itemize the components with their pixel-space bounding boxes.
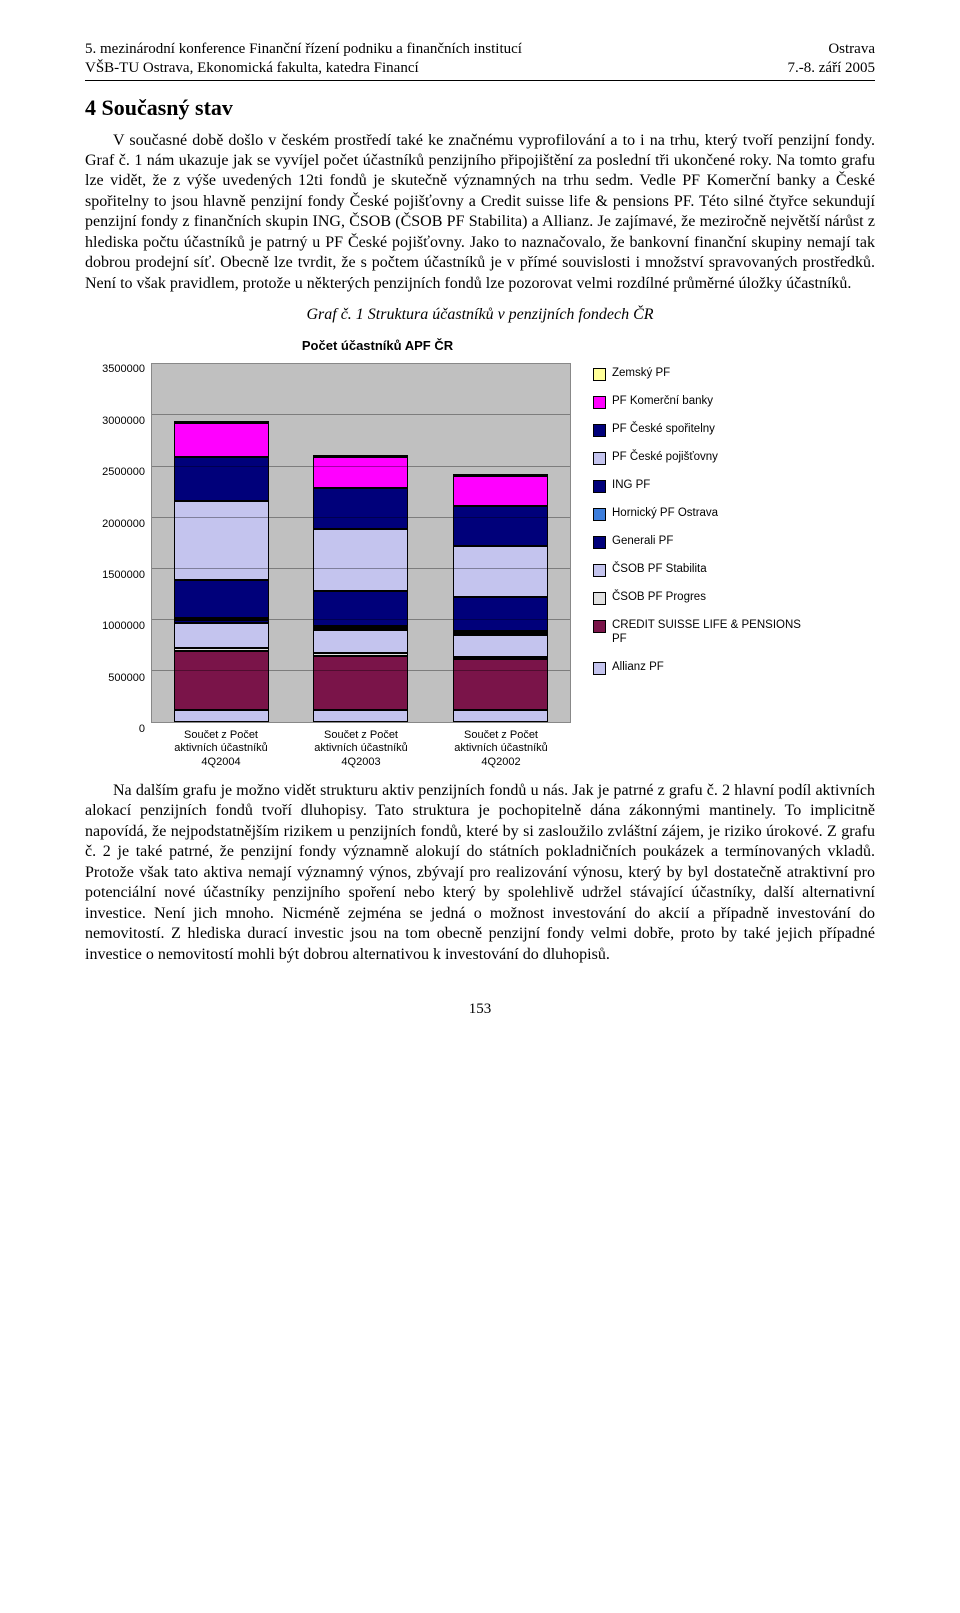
- chart-bars: [152, 364, 570, 722]
- seg-cs: [453, 506, 548, 546]
- legend-item-kb: PF Komerční banky: [593, 395, 803, 409]
- gridline: [152, 568, 570, 569]
- legend-item-csob_prog: ČSOB PF Progres: [593, 591, 803, 605]
- legend-swatch: [593, 452, 606, 465]
- chart-x-axis: Součet z Počet aktivních účastníků 4Q200…: [151, 729, 571, 769]
- chart-title: Počet účastníků APF ČR: [95, 338, 865, 353]
- legend-item-allianz: Allianz PF: [593, 661, 803, 675]
- gridline: [152, 619, 570, 620]
- legend-swatch: [593, 592, 606, 605]
- legend-label: Generali PF: [612, 535, 673, 549]
- legend-item-ing: ING PF: [593, 479, 803, 493]
- legend-swatch: [593, 480, 606, 493]
- legend-item-generali: Generali PF: [593, 535, 803, 549]
- page-header: 5. mezinárodní konference Finanční řízen…: [85, 40, 875, 78]
- legend-label: CREDIT SUISSE LIFE & PENSIONS PF: [612, 619, 803, 647]
- chart-stacked-bar: Počet účastníků APF ČR 05000001000000150…: [95, 338, 865, 769]
- gridline: [152, 670, 570, 671]
- legend-swatch: [593, 424, 606, 437]
- x-category: Součet z Počet aktivních účastníků 4Q200…: [444, 729, 559, 769]
- seg-csob_stab: [174, 623, 269, 648]
- paragraph-2: Na dalším grafu je možno vidět strukturu…: [85, 781, 875, 965]
- legend-swatch: [593, 508, 606, 521]
- legend-label: Allianz PF: [612, 661, 664, 675]
- chart-y-axis: 0500000100000015000002000000250000030000…: [95, 357, 151, 717]
- chart-plot-area: [151, 363, 571, 723]
- seg-credit: [313, 656, 408, 711]
- legend-label: PF Komerční banky: [612, 395, 713, 409]
- seg-allianz: [174, 710, 269, 722]
- seg-cpoj: [313, 529, 408, 591]
- seg-ing: [174, 580, 269, 618]
- seg-cs: [313, 488, 408, 529]
- seg-allianz: [313, 710, 408, 722]
- legend-swatch: [593, 620, 606, 633]
- legend-swatch: [593, 396, 606, 409]
- legend-item-credit: CREDIT SUISSE LIFE & PENSIONS PF: [593, 619, 803, 647]
- bar-4Q2003: [313, 455, 408, 722]
- gridline: [152, 414, 570, 415]
- legend-swatch: [593, 564, 606, 577]
- legend-swatch: [593, 662, 606, 675]
- gridline: [152, 466, 570, 467]
- seg-kb: [453, 476, 548, 506]
- x-category: Součet z Počet aktivních účastníků 4Q200…: [164, 729, 279, 769]
- legend-label: Hornický PF Ostrava: [612, 507, 718, 521]
- legend-label: ČSOB PF Stabilita: [612, 563, 707, 577]
- legend-item-zemsky: Zemský PF: [593, 367, 803, 381]
- legend-label: PF České spořitelny: [612, 423, 715, 437]
- seg-ing: [313, 591, 408, 626]
- seg-credit: [174, 651, 269, 711]
- seg-cpoj: [453, 546, 548, 597]
- legend-item-cpoj: PF České pojišťovny: [593, 451, 803, 465]
- seg-csob_stab: [313, 630, 408, 653]
- legend-label: ING PF: [612, 479, 650, 493]
- legend-item-csob_stab: ČSOB PF Stabilita: [593, 563, 803, 577]
- paragraph-1: V současné době došlo v českém prostředí…: [85, 131, 875, 295]
- legend-swatch: [593, 368, 606, 381]
- header-right-line2: 7.-8. září 2005: [788, 59, 875, 78]
- legend-label: Zemský PF: [612, 367, 670, 381]
- seg-csob_stab: [453, 635, 548, 657]
- header-right-line1: Ostrava: [788, 40, 875, 59]
- x-category: Součet z Počet aktivních účastníků 4Q200…: [304, 729, 419, 769]
- seg-ing: [453, 597, 548, 630]
- legend-item-hornicky: Hornický PF Ostrava: [593, 507, 803, 521]
- seg-cs: [174, 457, 269, 501]
- section-heading: 4 Současný stav: [85, 95, 875, 121]
- seg-credit: [453, 659, 548, 710]
- legend-label: ČSOB PF Progres: [612, 591, 706, 605]
- bar-4Q2002: [453, 474, 548, 722]
- legend-item-cs: PF České spořitelny: [593, 423, 803, 437]
- seg-kb: [313, 457, 408, 488]
- chart-caption: Graf č. 1 Struktura účastníků v penzijní…: [85, 306, 875, 324]
- legend-swatch: [593, 536, 606, 549]
- page-number: 153: [85, 1001, 875, 1018]
- seg-allianz: [453, 710, 548, 722]
- chart-legend: Zemský PF PF Komerční banky PF České spoři…: [593, 363, 803, 675]
- header-left-line2: VŠB-TU Ostrava, Ekonomická fakulta, kate…: [85, 59, 522, 78]
- seg-kb: [174, 423, 269, 457]
- legend-label: PF České pojišťovny: [612, 451, 718, 465]
- gridline: [152, 517, 570, 518]
- header-left-line1: 5. mezinárodní konference Finanční řízen…: [85, 40, 522, 59]
- header-rule: [85, 80, 875, 81]
